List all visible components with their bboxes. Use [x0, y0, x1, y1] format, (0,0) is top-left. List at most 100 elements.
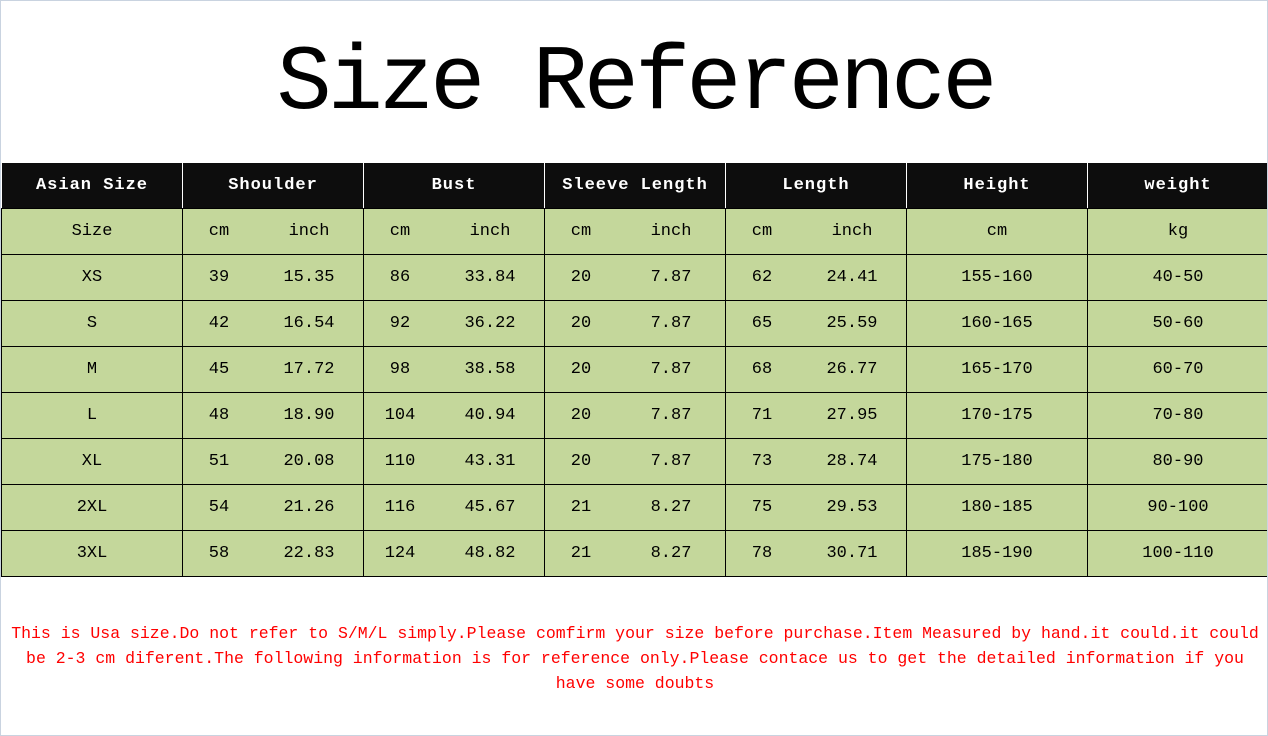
table-cell: 185-190 — [906, 530, 1088, 577]
cell-value: 18.90 — [283, 406, 335, 425]
table-cell: 42 16.54 — [182, 300, 364, 347]
column-header: Shoulder — [182, 162, 364, 209]
cell-value: 65 — [751, 314, 773, 333]
cell-value: 20 — [570, 268, 592, 287]
units-row: Size cm inch cm inch cm inch cm inch cm kg — [1, 208, 1267, 255]
cell-value: 7.87 — [650, 314, 692, 333]
table-cell: 68 26.77 — [725, 346, 907, 393]
table-cell: 20 7.87 — [544, 254, 726, 301]
table-cell: Size — [1, 208, 183, 255]
table-cell: 165-170 — [906, 346, 1088, 393]
table-cell: 62 24.41 — [725, 254, 907, 301]
table-cell: cm inch — [182, 208, 364, 255]
table-cell: 51 20.08 — [182, 438, 364, 485]
table-cell: 98 38.58 — [363, 346, 545, 393]
cell-value: 104 — [384, 406, 416, 425]
cell-value: inch — [831, 222, 873, 241]
table-cell: 2XL — [1, 484, 183, 531]
note-line: have some doubts — [555, 674, 715, 693]
column-header: Sleeve Length — [544, 162, 726, 209]
cell-value: cm — [570, 222, 592, 241]
column-header: weight — [1087, 162, 1267, 209]
cell-value: 45.67 — [464, 498, 516, 517]
note-line: be 2-3 cm diferent.The following informa… — [26, 649, 1244, 668]
cell-value: 43.31 — [464, 452, 516, 471]
table-cell: 92 36.22 — [363, 300, 545, 347]
table-cell: 20 7.87 — [544, 346, 726, 393]
cell-value: 38.58 — [464, 360, 516, 379]
cell-value: 16.54 — [283, 314, 335, 333]
page-title: Size Reference — [276, 31, 998, 136]
cell-value: 7.87 — [650, 452, 692, 471]
cell-value: 21.26 — [283, 498, 335, 517]
cell-value: 33.84 — [464, 268, 516, 287]
cell-value: 22.83 — [283, 544, 335, 563]
table-cell: 50-60 — [1087, 300, 1267, 347]
table-cell: 78 30.71 — [725, 530, 907, 577]
table-row: XS 39 15.35 86 33.84 20 7.87 62 24.41 155-160 40-5… — [1, 254, 1267, 301]
table-cell: 48 18.90 — [182, 392, 364, 439]
table-cell: M — [1, 346, 183, 393]
note-line: This is Usa size.Do not refer to S/M/L s… — [11, 624, 1259, 643]
table-cell: 86 33.84 — [363, 254, 545, 301]
cell-value: 73 — [751, 452, 773, 471]
table-cell: 60-70 — [1087, 346, 1267, 393]
cell-value: 124 — [384, 544, 416, 563]
cell-value: 39 — [208, 268, 230, 287]
cell-value: 36.22 — [464, 314, 516, 333]
cell-value: 54 — [208, 498, 230, 517]
table-row: XL 51 20.08 110 43.31 20 7.87 73 28.74 175-180 80-… — [1, 438, 1267, 485]
cell-value: 28.74 — [826, 452, 878, 471]
cell-value: 51 — [208, 452, 230, 471]
cell-value: 29.53 — [826, 498, 878, 517]
cell-value: 20.08 — [283, 452, 335, 471]
table-cell: 20 7.87 — [544, 300, 726, 347]
table-cell: 75 29.53 — [725, 484, 907, 531]
table-cell: 20 7.87 — [544, 438, 726, 485]
cell-value: 98 — [389, 360, 411, 379]
cell-value: 20 — [570, 360, 592, 379]
cell-value: cm — [751, 222, 773, 241]
table-cell: 175-180 — [906, 438, 1088, 485]
cell-value: 24.41 — [826, 268, 878, 287]
table-cell: 110 43.31 — [363, 438, 545, 485]
table-row: S 42 16.54 92 36.22 20 7.87 65 25.59 160-165 50-60 — [1, 300, 1267, 347]
cell-value: 27.95 — [826, 406, 878, 425]
table-cell: 40-50 — [1087, 254, 1267, 301]
table-cell: 21 8.27 — [544, 530, 726, 577]
table-cell: 124 48.82 — [363, 530, 545, 577]
table-cell: L — [1, 392, 183, 439]
table-cell: 160-165 — [906, 300, 1088, 347]
table-cell: cm inch — [544, 208, 726, 255]
table-cell: S — [1, 300, 183, 347]
cell-value: 42 — [208, 314, 230, 333]
cell-value: inch — [469, 222, 511, 241]
cell-value: 7.87 — [650, 360, 692, 379]
column-header: Bust — [363, 162, 545, 209]
table-cell: cm inch — [363, 208, 545, 255]
cell-value: 20 — [570, 452, 592, 471]
cell-value: 20 — [570, 406, 592, 425]
cell-value: cm — [208, 222, 230, 241]
table-cell: 80-90 — [1087, 438, 1267, 485]
table-cell: kg — [1087, 208, 1267, 255]
cell-value: 71 — [751, 406, 773, 425]
table-cell: 71 27.95 — [725, 392, 907, 439]
table-cell: XL — [1, 438, 183, 485]
cell-value: 30.71 — [826, 544, 878, 563]
cell-value: 7.87 — [650, 406, 692, 425]
table-cell: 45 17.72 — [182, 346, 364, 393]
column-header: Length — [725, 162, 907, 209]
table-cell: 104 40.94 — [363, 392, 545, 439]
cell-value: 48.82 — [464, 544, 516, 563]
table-cell: 100-110 — [1087, 530, 1267, 577]
table-row: M 45 17.72 98 38.58 20 7.87 68 26.77 165-170 60-70 — [1, 346, 1267, 393]
cell-value: 8.27 — [650, 498, 692, 517]
table-cell: 90-100 — [1087, 484, 1267, 531]
cell-value: 78 — [751, 544, 773, 563]
table-cell: 70-80 — [1087, 392, 1267, 439]
cell-value: 45 — [208, 360, 230, 379]
table-cell: cm inch — [725, 208, 907, 255]
cell-value: 68 — [751, 360, 773, 379]
